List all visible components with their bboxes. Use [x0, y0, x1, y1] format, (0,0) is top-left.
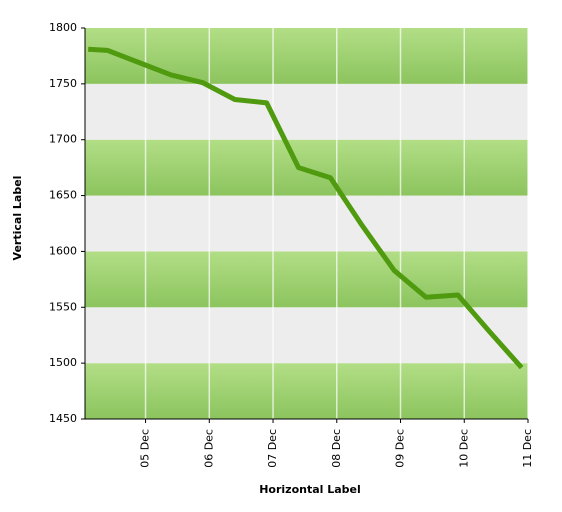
y-tick-label: 1600: [49, 244, 77, 257]
x-tick-label: 08 Dec: [330, 429, 343, 468]
band: [85, 195, 528, 252]
plot-background: [85, 28, 528, 419]
y-tick-label: 1700: [49, 133, 77, 146]
band: [85, 28, 528, 84]
y-tick-label: 1500: [49, 356, 77, 369]
x-tick-label: 07 Dec: [266, 429, 279, 468]
axes: 1450 1500 1550 1600 1650 1700 1750 1800 05 Dec 06…: [49, 21, 534, 468]
marks: [88, 46, 524, 370]
x-tick-label: 10 Dec: [457, 429, 470, 468]
y-tick-label: 1450: [49, 412, 77, 425]
grid: [144, 28, 529, 419]
y-tick-label: 1800: [49, 21, 77, 34]
band: [85, 251, 528, 308]
x-tick-label: 11 Dec: [521, 429, 534, 468]
x-tick-label: 05 Dec: [139, 429, 152, 468]
band: [85, 363, 528, 419]
x-tick-label: 09 Dec: [394, 429, 407, 468]
band: [85, 307, 528, 364]
line: [88, 46, 524, 370]
y-tick-label: 1750: [49, 77, 77, 90]
y-axis-title: Vertical Label: [11, 176, 24, 261]
y-tick-label: 1550: [49, 300, 77, 313]
x-tick-label: 06 Dec: [202, 429, 215, 468]
band: [85, 83, 528, 140]
x-axis-title: Horizontal Label: [259, 483, 361, 496]
y-tick-label: 1650: [49, 189, 77, 202]
